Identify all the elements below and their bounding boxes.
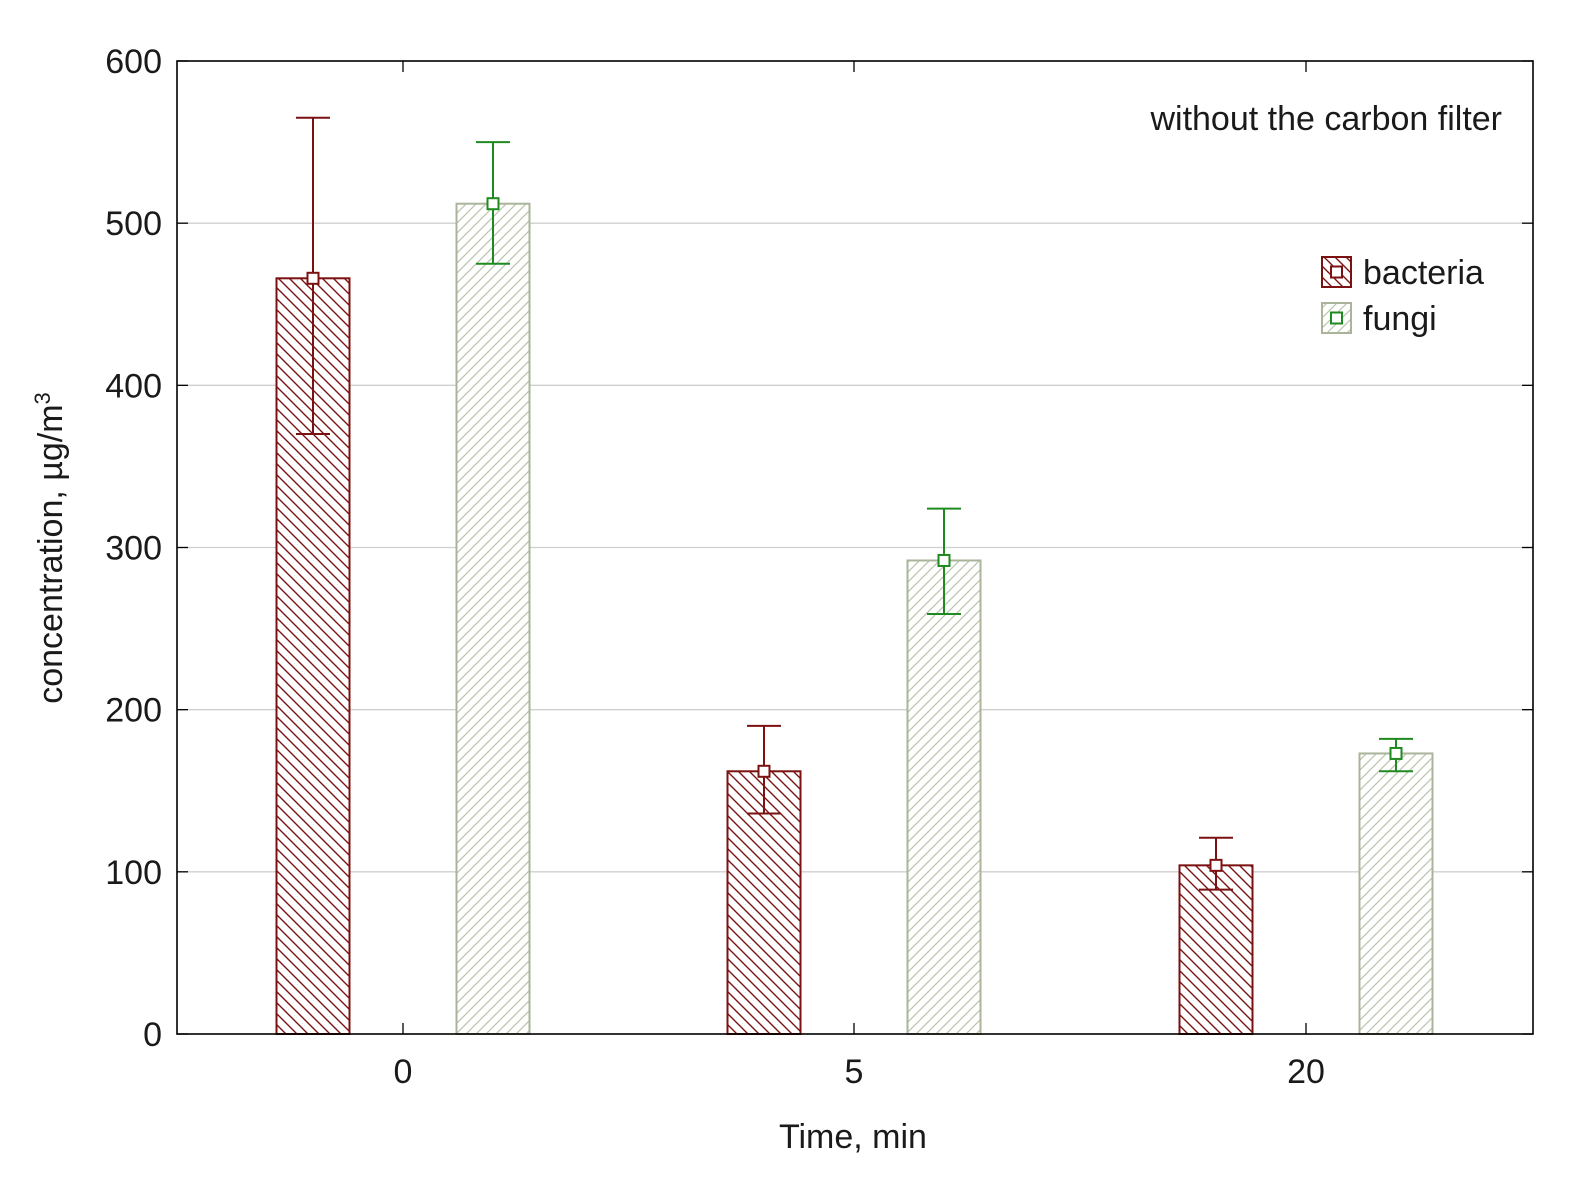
- chart-annotation: without the carbon filter: [1149, 100, 1502, 138]
- grid: [177, 222, 1533, 873]
- mean-marker-fungi: [486, 197, 500, 211]
- x-tick-label: 5: [845, 1053, 864, 1091]
- y-axis-title-main: concentration, µg/m: [32, 404, 70, 703]
- bars: [275, 116, 1434, 1036]
- bar-bacteria: [1178, 864, 1254, 1036]
- y-tick-label: 500: [105, 205, 162, 243]
- y-tick-label: 400: [105, 367, 162, 405]
- x-tick-label: 0: [394, 1053, 413, 1091]
- y-axis-title: concentration, µg/m3: [30, 392, 70, 704]
- legend-label-fungi: fungi: [1363, 300, 1437, 338]
- y-tick-label: 100: [105, 854, 162, 892]
- legend-marker-fungi: [1330, 311, 1343, 325]
- mean-marker-bacteria: [1209, 858, 1223, 872]
- y-tick-label: 200: [105, 692, 162, 730]
- mean-marker-fungi: [1389, 746, 1403, 760]
- y-tick-label: 600: [105, 43, 162, 81]
- mean-marker-bacteria: [306, 271, 320, 285]
- axes: 0 100 200 300 400 500 600 0 5 20: [105, 43, 1534, 1091]
- bar-fungi: [455, 202, 531, 1035]
- legend: bacteria fungi: [1321, 254, 1484, 338]
- x-tick-label: 20: [1287, 1053, 1325, 1091]
- legend-marker-bacteria: [1330, 265, 1343, 279]
- y-tick-label: 0: [143, 1016, 162, 1054]
- plot-frame: [176, 60, 1534, 1035]
- x-axis-title: Time, min: [779, 1118, 927, 1156]
- bar-fungi: [906, 559, 982, 1035]
- y-tick-label: 300: [105, 530, 162, 568]
- y-axis-title-superscript: 3: [30, 392, 55, 404]
- mean-marker-bacteria: [757, 764, 771, 778]
- bar-fungi: [1358, 752, 1434, 1035]
- mean-marker-fungi: [937, 553, 951, 567]
- legend-label-bacteria: bacteria: [1363, 254, 1484, 292]
